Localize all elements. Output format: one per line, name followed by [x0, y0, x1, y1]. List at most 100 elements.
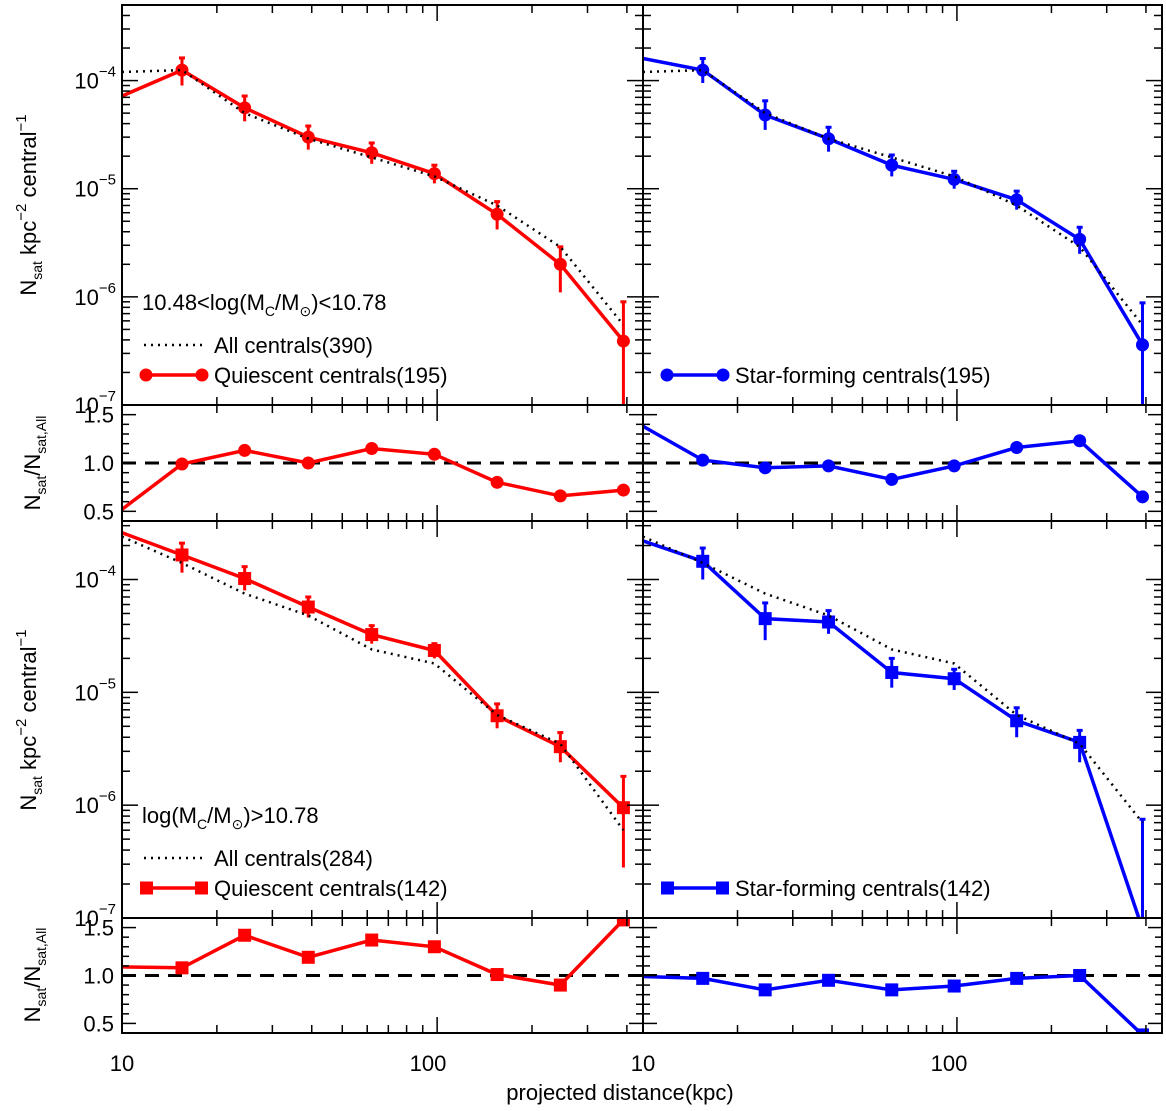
data-point [427, 643, 441, 657]
panel-frame [642, 4, 1163, 406]
data-point [490, 968, 504, 982]
data-point [1073, 735, 1087, 749]
panel-ratio-bottom-right [642, 917, 1163, 1034]
data-point [1010, 441, 1024, 455]
data-point [1136, 922, 1149, 935]
legend-label-all: All centrals(284) [214, 846, 373, 871]
data-point [238, 928, 252, 942]
series-line-all-centrals [643, 68, 1144, 326]
data-point [175, 457, 189, 471]
panel-frame [642, 520, 1163, 919]
panel-ratio-bottom-left: 0.5 1.0 1.5 [83, 916, 644, 1036]
plot-area [643, 535, 1149, 935]
legend-marker [661, 881, 674, 895]
legend-label-series: Star-forming centrals(142) [735, 876, 991, 901]
plot-area [643, 56, 1149, 405]
data-point [553, 257, 567, 271]
y-axis-title-density-bottom: Nsat kpc−2 central−1 [13, 629, 45, 810]
data-point [1010, 971, 1024, 985]
data-point [885, 983, 899, 997]
panel-top-left: 10−7 10−6 10−5 10−4 10.48<log(MC/M⊙)<10.78 Al… [74, 4, 644, 418]
y-tick-label: 10−5 [74, 675, 116, 705]
data-point [1135, 338, 1149, 352]
data-point [696, 453, 710, 467]
plot-area [122, 442, 643, 511]
data-point [1135, 1028, 1149, 1033]
data-point [947, 172, 961, 186]
y-tick-label: 1.0 [83, 451, 114, 476]
data-point [885, 472, 899, 486]
plot-area [122, 56, 630, 405]
data-point [1135, 490, 1149, 504]
data-point [616, 483, 630, 497]
data-point [1073, 232, 1087, 246]
data-point [1010, 714, 1024, 728]
y-tick-label: 1.5 [83, 916, 114, 941]
data-point [616, 801, 630, 815]
data-point [696, 971, 710, 985]
data-point [490, 475, 504, 489]
legend-label-series: Quiescent centrals(195) [214, 363, 448, 388]
series-line [643, 56, 1145, 346]
y-axis-title-ratio-top: Nsat/Nsat,All [20, 416, 49, 511]
data-point [758, 108, 772, 122]
data-point [175, 961, 189, 975]
legend-marker [195, 368, 209, 382]
data-point [301, 600, 315, 614]
data-point [301, 130, 315, 144]
panel-frame [642, 917, 1163, 1034]
x-axis-title: projected distance(kpc) [506, 1080, 733, 1105]
data-point [696, 554, 710, 568]
panel-ratio-top-right [642, 404, 1163, 522]
legend-title: log(MC/M⊙)>10.78 [142, 803, 319, 832]
data-point [885, 665, 899, 679]
data-point [427, 447, 441, 461]
legend-label-series: Star-forming centrals(195) [735, 363, 991, 388]
y-tick-label: 10−7 [74, 901, 116, 931]
panel-ratio-top-left: 0.5 1.0 1.5 [83, 403, 644, 524]
legend-label-all: All centrals(390) [214, 333, 373, 358]
y-tick-label: 1.0 [83, 964, 114, 989]
legend-marker [716, 881, 729, 895]
x-tick-label: 10 [631, 1051, 655, 1076]
y-tick-label: 0.5 [83, 1011, 114, 1036]
data-point [758, 461, 772, 475]
data-point [616, 918, 630, 927]
data-point [553, 740, 567, 754]
series-line-all-centrals [122, 68, 625, 326]
data-point [238, 443, 252, 457]
data-point [301, 950, 315, 964]
plot-area [643, 424, 1162, 504]
data-point [301, 456, 315, 470]
plot-area [643, 969, 1162, 1033]
data-point [175, 548, 189, 562]
y-tick-label: 10−6 [74, 788, 116, 818]
data-point [175, 63, 189, 77]
data-point [238, 572, 252, 586]
y-axis-title-density-top: Nsat kpc−2 central−1 [13, 114, 45, 295]
data-point [365, 628, 379, 642]
y-tick-label: 10−5 [74, 172, 116, 202]
data-point [822, 615, 836, 629]
data-point [427, 940, 441, 954]
data-point [1073, 969, 1087, 982]
data-point [616, 334, 630, 348]
y-tick-label: 10−4 [74, 64, 116, 94]
data-point [822, 459, 836, 473]
data-point [947, 672, 961, 686]
y-tick-label: 10−7 [74, 388, 116, 418]
data-point [947, 459, 961, 473]
y-tick-label: 10−4 [74, 563, 116, 593]
legend-marker [140, 881, 153, 895]
series-line-all-centrals [643, 535, 1144, 824]
data-point [696, 63, 710, 77]
x-tick-label: 10 [110, 1051, 134, 1076]
y-tick-label: 1.5 [83, 403, 114, 428]
plot-area [122, 918, 643, 992]
data-point [1073, 434, 1087, 448]
data-point [365, 933, 379, 947]
data-point [553, 978, 567, 992]
series-line [122, 531, 625, 809]
